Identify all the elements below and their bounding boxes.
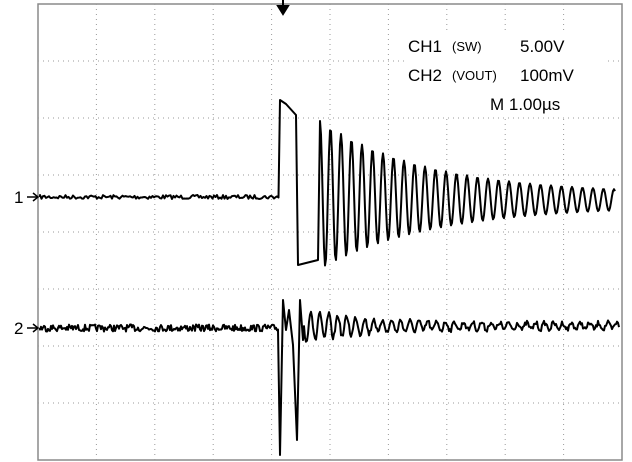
ch1-marker: 1 <box>14 188 23 207</box>
ch2-scale: 100mV <box>520 66 575 85</box>
ch2-name: CH2 <box>408 66 442 85</box>
ch1-scale: 5.00V <box>520 37 565 56</box>
ch1-name: CH1 <box>408 37 442 56</box>
ch1-trace <box>39 99 616 267</box>
readout-box <box>405 30 605 115</box>
ch2-marker: 2 <box>14 319 23 338</box>
trigger-marker <box>276 0 290 16</box>
ch1-source: (SW) <box>452 39 482 54</box>
channel-arrows <box>27 192 40 333</box>
ch2-trace <box>39 299 620 456</box>
timebase: M 1.00µs <box>490 95 560 114</box>
ch2-source: (VOUT) <box>452 68 497 83</box>
